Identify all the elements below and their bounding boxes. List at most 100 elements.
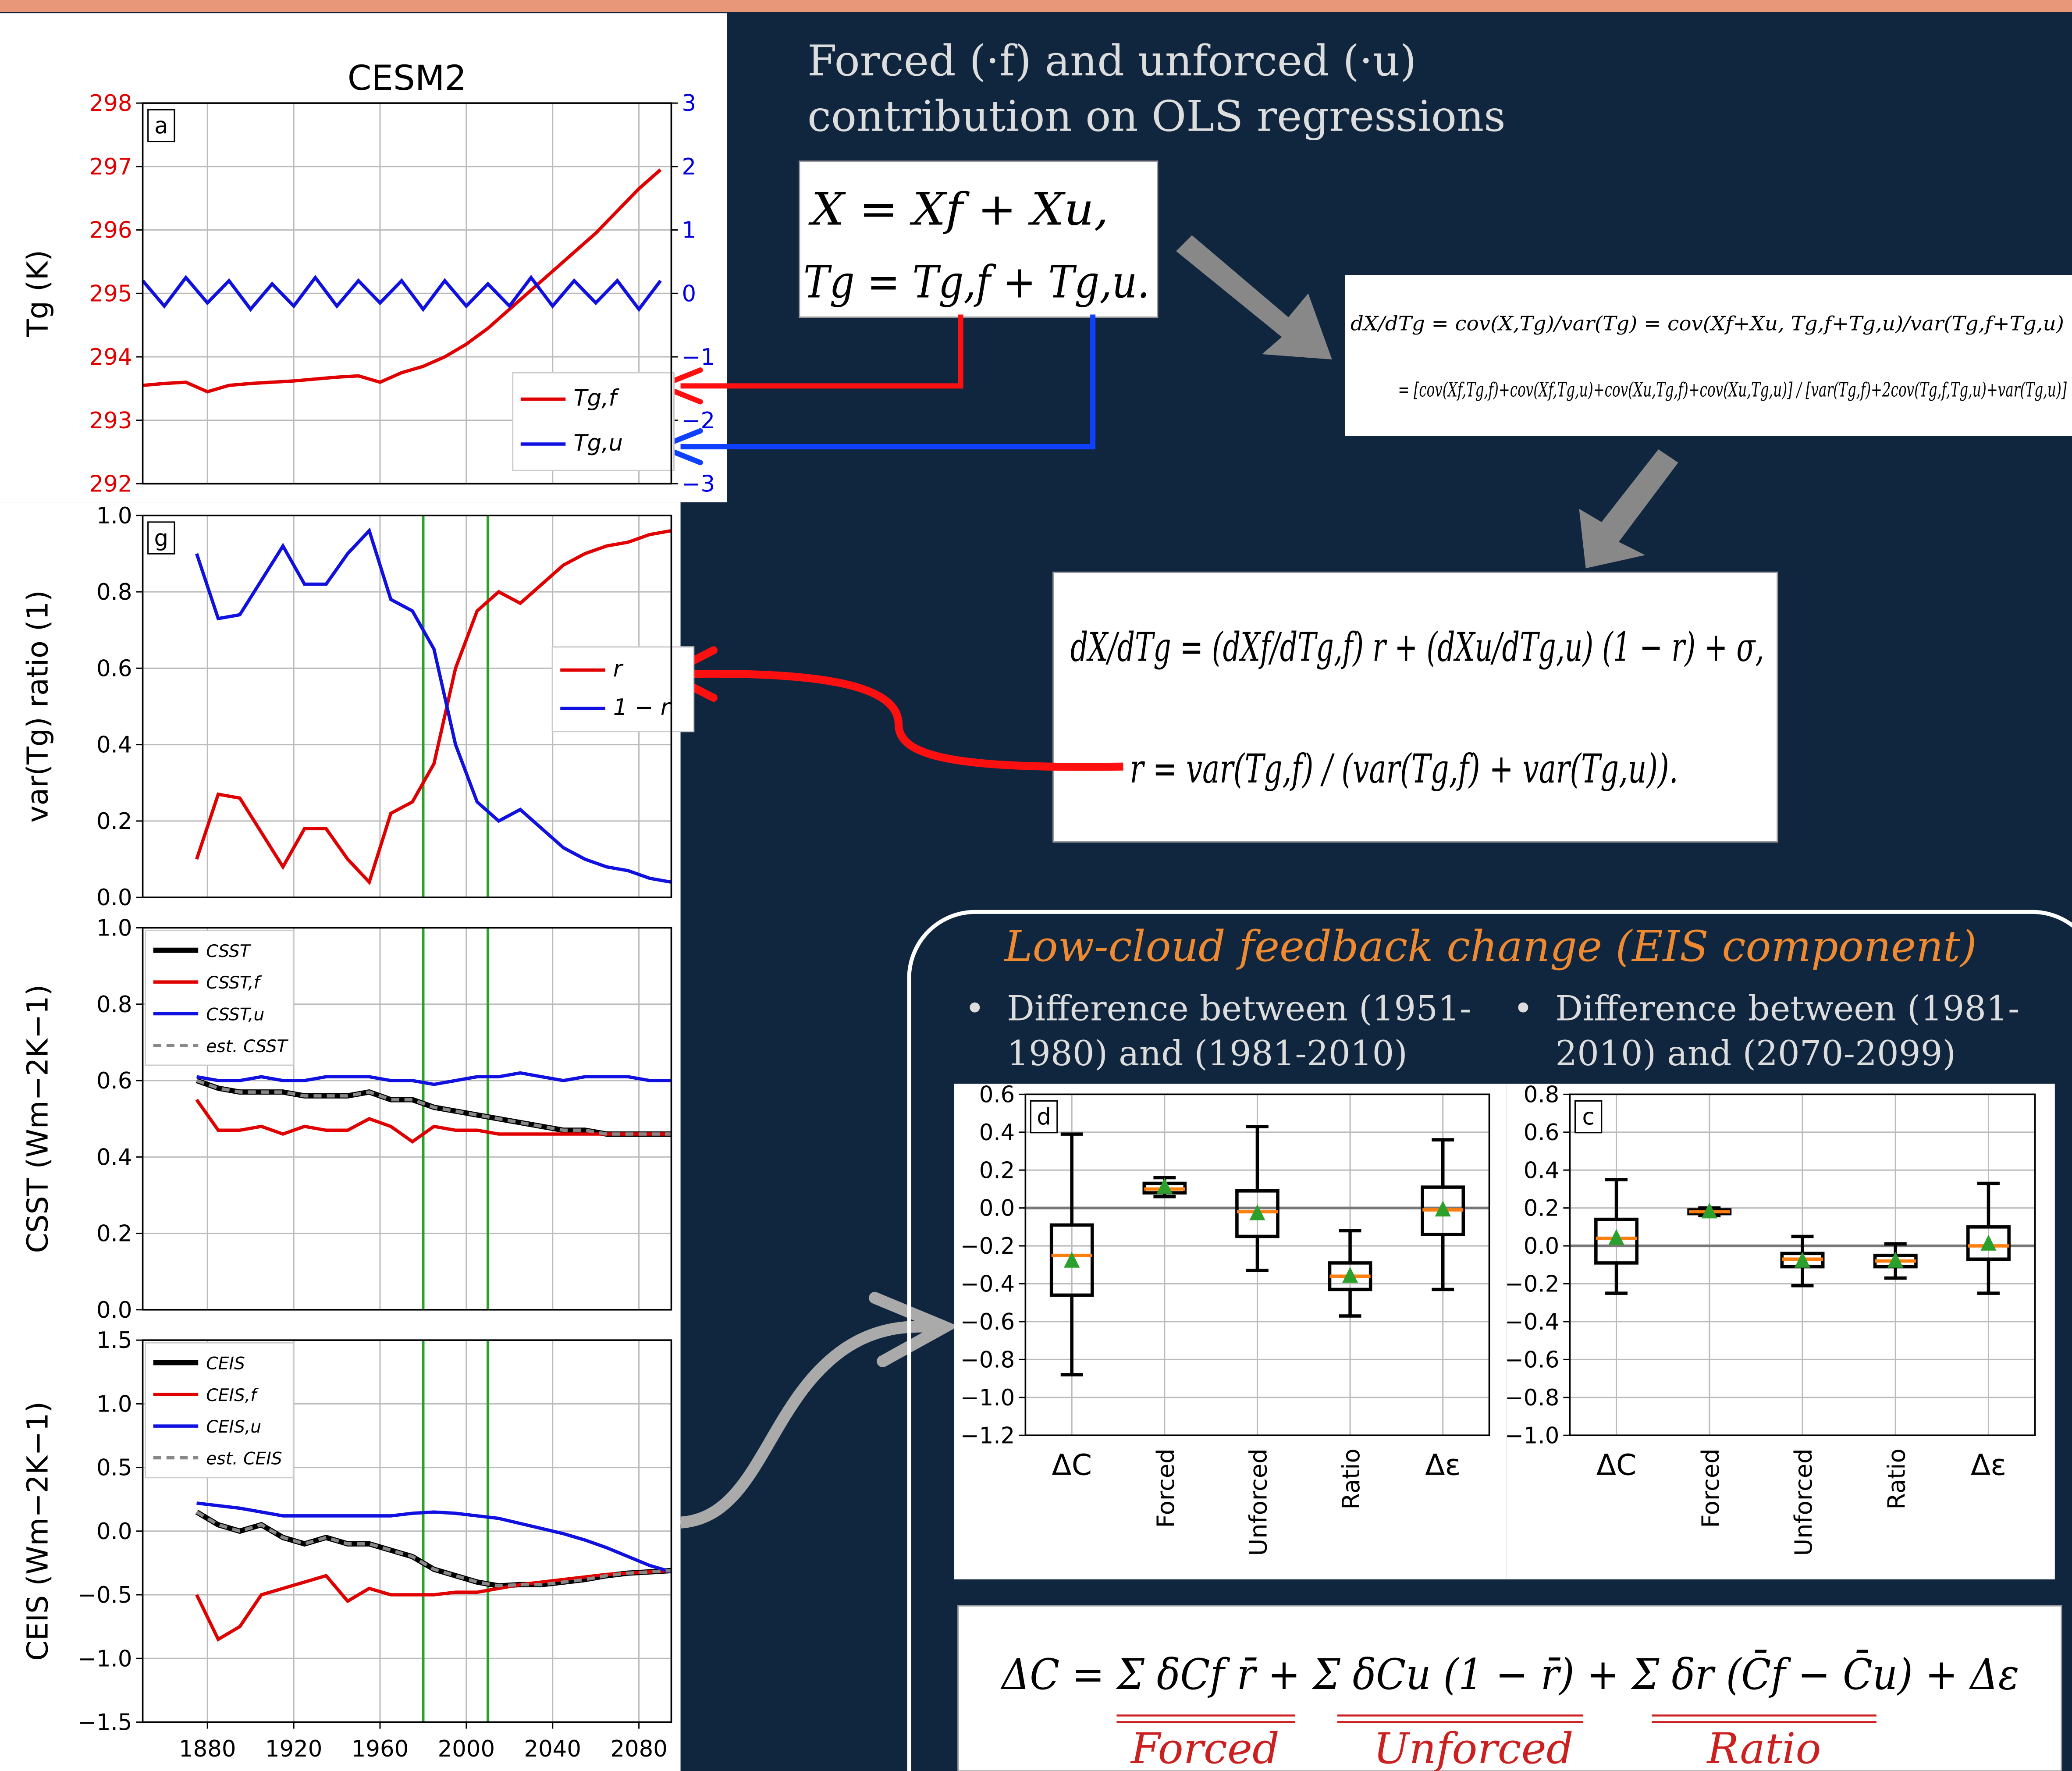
mean-marker: [1980, 1234, 1997, 1251]
y-tick-label: 297: [89, 154, 132, 180]
chart: 0.0 0.2 0.4 0.6 0.8 1.0 r 1 − r var(Tg) ratio (1…: [21, 503, 695, 911]
box: [1049, 1223, 1094, 1297]
y-tick-label: −1.0: [960, 1385, 1015, 1411]
y-tick-label: −1.0: [78, 1646, 132, 1672]
x-tick-label: Unforced: [1245, 1448, 1272, 1556]
y-tick-label: −0.6: [1505, 1347, 1559, 1373]
y2-tick-label: −3: [682, 471, 715, 498]
legend-box: [512, 372, 675, 471]
y-tick-label: 0.6: [96, 1068, 132, 1094]
y-tick-label: 0.2: [979, 1157, 1015, 1184]
y-tick-label: −0.4: [960, 1271, 1015, 1298]
chart: 292 293 294 295 296 297 298 −3 −2 −1 0 1 2 3 Tg,f Tg,u T…: [21, 58, 715, 498]
chart: 0.0 0.2 0.4 0.6 0.8 1.0 CSST CSST,f CSST,u est. C…: [21, 915, 672, 1323]
y-axis-label: var(Tg) ratio (1): [21, 590, 55, 822]
y-tick-label: −0.4: [1505, 1309, 1559, 1335]
legend-label: CEIS: [206, 1354, 245, 1373]
legend-label: CSST,f: [206, 973, 262, 993]
y-tick-label: 292: [89, 471, 132, 498]
chart: −1.2 −1.0 −0.8 −0.6 −0.4 −0.2 0.0 0.2 0.4 0.6 ΔC Fo…: [960, 1081, 1490, 1556]
y-tick-label: 296: [89, 217, 132, 244]
y-axis-label: CEIS (Wm−2K−1): [21, 1401, 55, 1661]
chart-title: CESM2: [348, 58, 466, 98]
panel-title: Low-cloud feedback change (EIS component…: [1003, 921, 1976, 971]
x-tick-label: Unforced: [1790, 1448, 1817, 1556]
y2-tick-label: 0: [682, 281, 697, 307]
plot-frame: [142, 1339, 672, 1723]
plot-frame: [142, 927, 672, 1311]
panel-label-box: [147, 521, 175, 555]
equation: ΔC = Σ δCf r̄ + Σ δCu (1 − r̄) + Σ δr (C…: [1000, 1649, 2019, 1700]
legend-label: CEIS,u: [206, 1417, 261, 1437]
y-tick-label: 1.0: [96, 503, 132, 529]
y-tick-label: 0.8: [96, 579, 132, 605]
y-tick-label: 0.6: [96, 655, 132, 682]
x-tick-label: Δε: [1971, 1448, 2006, 1482]
x-tick-label: 2000: [438, 1736, 495, 1762]
mean-marker: [1156, 1178, 1173, 1194]
y-tick-label: 0.0: [979, 1195, 1015, 1222]
x-tick-label: 1920: [265, 1736, 322, 1762]
x-tick-label: Forced: [1697, 1448, 1724, 1528]
y2-tick-label: 3: [682, 90, 697, 117]
y-tick-label: −0.8: [960, 1347, 1015, 1373]
plot-frame: [1569, 1093, 2036, 1437]
y-tick-label: 0.8: [1524, 1081, 1560, 1108]
y-tick-label: 0.0: [1524, 1233, 1560, 1259]
legend-label: CSST,u: [206, 1005, 264, 1025]
x-tick-label: 1880: [179, 1736, 236, 1762]
panel-label-box: [147, 109, 175, 142]
legend-label: CSST: [206, 942, 251, 961]
equation-box: [1345, 275, 2072, 436]
y-tick-label: 0.4: [96, 732, 132, 758]
bullet-mark: •: [1513, 989, 1533, 1029]
y-tick-label: 0.2: [96, 1221, 132, 1247]
panel-label: c: [1582, 1104, 1595, 1131]
y-tick-label: 295: [89, 281, 132, 307]
line-series: [142, 168, 662, 394]
term-label: Unforced: [1373, 1724, 1573, 1771]
y-tick-label: 0.0: [96, 1519, 132, 1545]
legend-label: r: [613, 656, 624, 683]
x-tick-label: Forced: [1152, 1448, 1180, 1528]
y-tick-label: 294: [89, 344, 132, 370]
equation-box: [1052, 571, 1778, 843]
equation: Tg = Tg,f + Tg,u.: [803, 256, 1150, 308]
plot-frame: [142, 515, 672, 898]
y-axis-label: CSST (Wm−2K−1): [21, 985, 55, 1253]
y-tick-label: 1.0: [96, 1391, 132, 1417]
mean-marker: [1701, 1202, 1717, 1219]
legend-label: est. CSST: [206, 1037, 288, 1056]
chart: −1.0 −0.8 −0.6 −0.4 −0.2 0.0 0.2 0.4 0.6 0.8 ΔC For…: [1505, 1081, 2036, 1556]
panel-bg: [1506, 1084, 2055, 1579]
y-tick-label: 0.8: [96, 992, 132, 1018]
y-tick-label: −1.0: [1505, 1422, 1559, 1449]
y-tick-label: 0.4: [979, 1120, 1015, 1146]
y2-tick-label: −2: [682, 408, 715, 434]
bullet-mark: •: [965, 989, 985, 1029]
line-series: [195, 1569, 672, 1642]
y-tick-label: −0.2: [960, 1233, 1015, 1259]
mean-marker: [1342, 1267, 1358, 1283]
box: [1235, 1189, 1279, 1238]
x-tick-label: ΔC: [1596, 1448, 1637, 1482]
y-tick-label: 293: [89, 408, 132, 434]
line-series: [196, 1501, 672, 1574]
y-tick-label: 0.6: [979, 1081, 1015, 1108]
panel-label: a: [154, 113, 168, 139]
underline: [1116, 1714, 1877, 1723]
legend-label: 1 − r: [613, 694, 671, 721]
mean-marker: [1608, 1229, 1624, 1245]
y-tick-label: 0.2: [1524, 1195, 1560, 1222]
equation-box: [957, 1605, 2062, 1771]
intro-line: Forced (·f) and unforced (·u): [807, 36, 1416, 85]
equation: = [cov(Xf,Tg,f)+cov(Xf,Tg,u)+cov(Xu,Tg,f…: [1398, 378, 2067, 401]
x-tick-label: 2080: [610, 1736, 667, 1762]
bullet: 1980) and (1981-2010): [1007, 1034, 1407, 1074]
line-series: [195, 1510, 672, 1588]
y-tick-label: 0.2: [96, 808, 132, 835]
y-tick-label: 0.4: [96, 1144, 132, 1170]
x-tick-label: 1960: [352, 1736, 409, 1762]
equation: dX/dTg = (dXf/dTg,f) r + (dXu/dTg,u) (1 …: [1070, 624, 1764, 670]
y-tick-label: 0.4: [1524, 1157, 1560, 1184]
